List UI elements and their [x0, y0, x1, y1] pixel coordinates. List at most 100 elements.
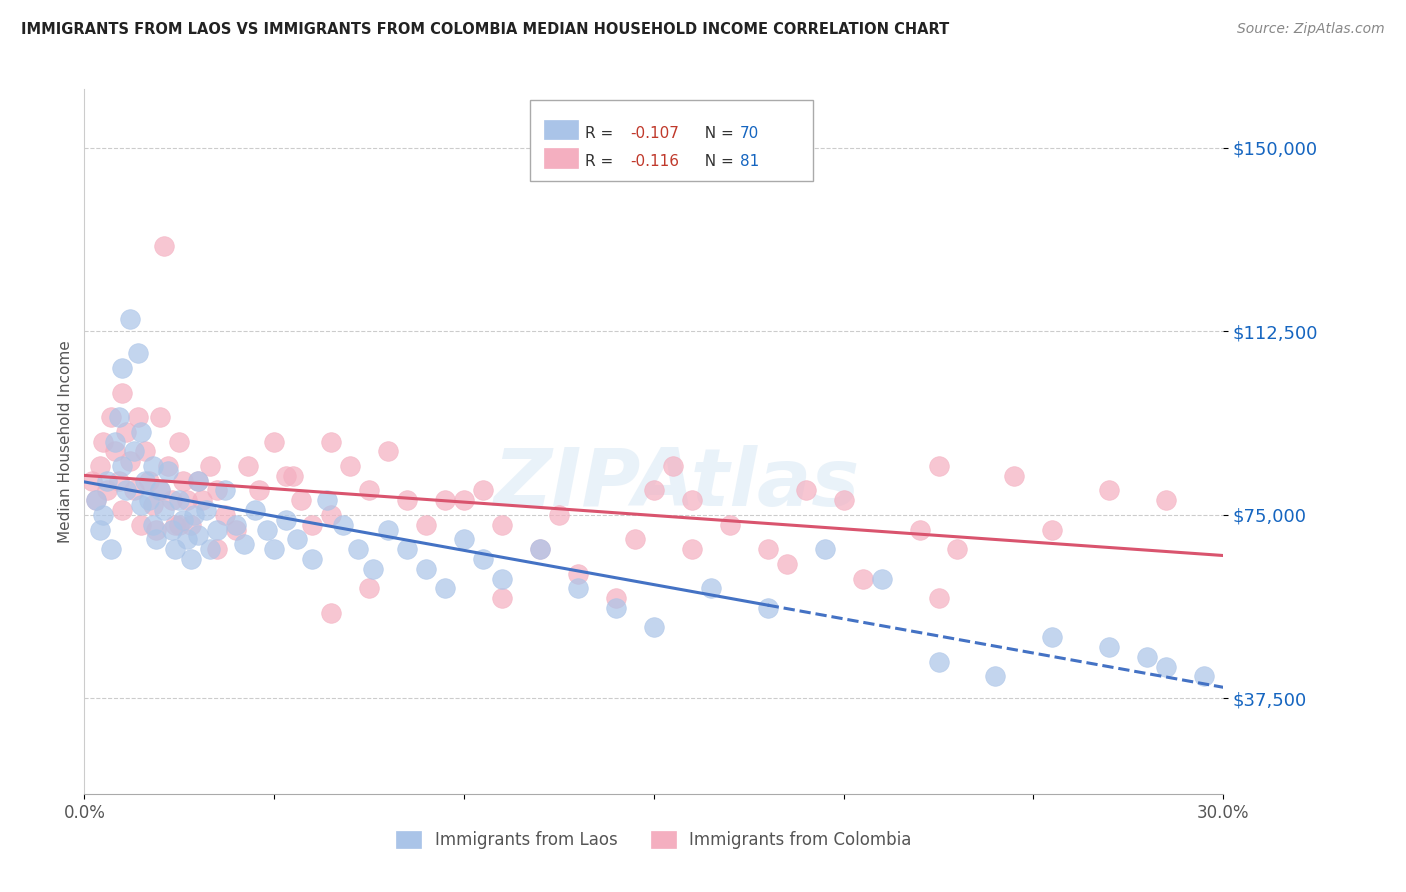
Point: [115, 425, 138, 439]
Point: [491, 591, 513, 606]
Point: [156, 458, 179, 473]
Point: [1042, 630, 1064, 644]
Point: [134, 474, 156, 488]
Point: [321, 508, 343, 522]
Point: [832, 493, 855, 508]
Point: [104, 434, 127, 449]
Point: [194, 503, 217, 517]
Point: [198, 542, 221, 557]
Point: [153, 503, 176, 517]
Point: [214, 483, 236, 498]
Point: [316, 493, 339, 508]
Point: [156, 464, 179, 478]
Point: [794, 483, 817, 498]
Text: 70: 70: [740, 126, 759, 141]
Point: [198, 458, 221, 473]
Text: ZIPAtlas: ZIPAtlas: [494, 445, 859, 523]
Point: [176, 533, 198, 547]
Legend: Immigrants from Laos, Immigrants from Colombia: Immigrants from Laos, Immigrants from Co…: [389, 824, 918, 856]
Point: [290, 493, 312, 508]
Point: [396, 542, 419, 557]
Point: [908, 523, 931, 537]
Point: [567, 566, 589, 581]
Text: N =: N =: [695, 154, 738, 169]
Point: [165, 517, 187, 532]
Point: [332, 517, 354, 532]
Point: [321, 606, 343, 620]
Text: Source: ZipAtlas.com: Source: ZipAtlas.com: [1237, 22, 1385, 37]
Point: [1004, 468, 1026, 483]
Point: [529, 542, 551, 557]
Point: [256, 523, 278, 537]
Point: [111, 458, 134, 473]
Point: [127, 346, 149, 360]
Text: 81: 81: [740, 154, 759, 169]
Point: [346, 542, 368, 557]
Point: [529, 542, 551, 557]
Point: [225, 523, 247, 537]
Point: [149, 410, 172, 425]
Point: [149, 483, 172, 498]
Point: [107, 474, 129, 488]
Point: [172, 474, 194, 488]
Point: [160, 493, 183, 508]
Point: [145, 523, 167, 537]
Point: [111, 361, 134, 376]
Text: R =: R =: [585, 126, 619, 141]
Point: [134, 444, 156, 458]
Point: [118, 454, 141, 468]
Point: [232, 537, 254, 551]
Point: [361, 562, 384, 576]
Point: [236, 458, 259, 473]
Point: [870, 572, 893, 586]
Point: [453, 493, 475, 508]
Point: [169, 517, 191, 532]
Point: [491, 572, 513, 586]
Point: [96, 474, 118, 488]
Point: [225, 517, 247, 532]
Point: [852, 572, 875, 586]
Point: [142, 458, 165, 473]
Point: [928, 458, 950, 473]
Point: [605, 591, 627, 606]
Point: [118, 312, 141, 326]
Point: [756, 542, 779, 557]
Point: [1194, 669, 1216, 683]
Point: [127, 410, 149, 425]
Text: -0.116: -0.116: [630, 154, 679, 169]
Point: [93, 508, 115, 522]
Point: [415, 517, 437, 532]
Point: [814, 542, 837, 557]
Point: [104, 444, 127, 458]
Point: [1042, 523, 1064, 537]
Point: [274, 513, 297, 527]
Point: [176, 493, 198, 508]
Point: [776, 557, 799, 571]
Point: [263, 542, 285, 557]
Point: [472, 483, 495, 498]
Point: [149, 483, 172, 498]
Point: [662, 458, 685, 473]
Y-axis label: Median Household Income: Median Household Income: [58, 340, 73, 543]
Point: [142, 517, 165, 532]
Point: [756, 601, 779, 615]
Point: [191, 493, 214, 508]
Point: [169, 493, 191, 508]
Point: [153, 239, 176, 253]
Point: [681, 493, 703, 508]
Point: [111, 385, 134, 400]
Point: [605, 601, 627, 615]
Point: [624, 533, 647, 547]
Point: [928, 591, 950, 606]
Point: [115, 483, 138, 498]
Point: [1136, 649, 1159, 664]
Point: [643, 483, 665, 498]
Point: [247, 483, 270, 498]
Text: IMMIGRANTS FROM LAOS VS IMMIGRANTS FROM COLOMBIA MEDIAN HOUSEHOLD INCOME CORRELA: IMMIGRANTS FROM LAOS VS IMMIGRANTS FROM …: [21, 22, 949, 37]
Point: [180, 517, 202, 532]
Point: [93, 434, 115, 449]
Point: [180, 552, 202, 566]
Point: [169, 434, 191, 449]
Point: [96, 483, 118, 498]
Point: [183, 508, 205, 522]
